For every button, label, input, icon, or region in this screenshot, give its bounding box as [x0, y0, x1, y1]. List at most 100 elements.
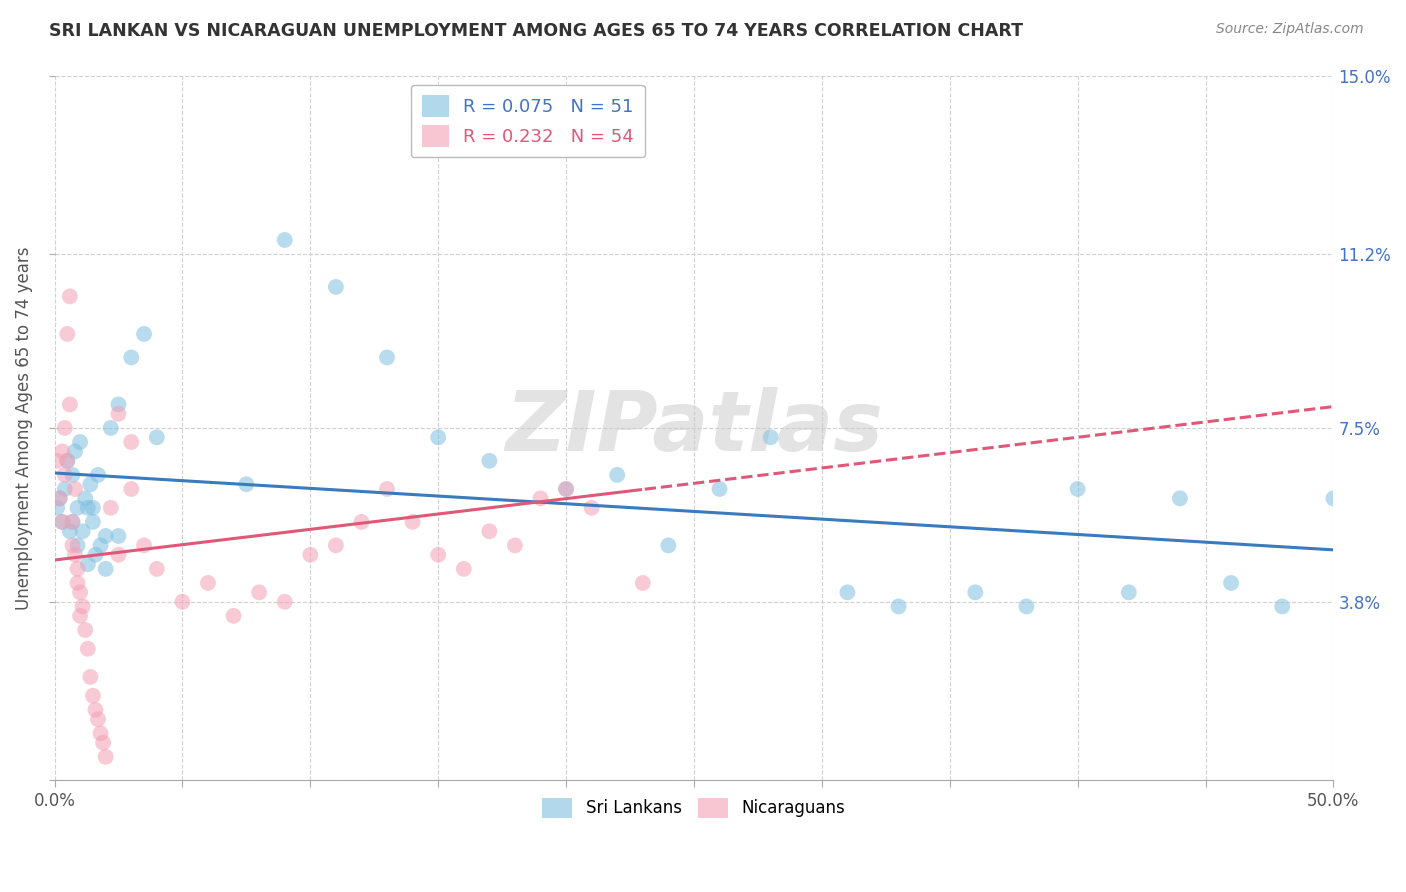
Point [82, 689, 104, 703]
Point [197, 576, 219, 591]
Point [63, 548, 86, 562]
Point [84, 703, 107, 717]
Point [375, 482, 398, 496]
Point [48, 491, 70, 506]
Point [66, 576, 89, 591]
Point [76, 641, 98, 656]
Point [59, 524, 82, 539]
Point [453, 562, 475, 576]
Point [325, 538, 347, 552]
Point [1015, 599, 1038, 614]
Point [555, 482, 578, 496]
Point [427, 548, 450, 562]
Point [146, 562, 169, 576]
Point [887, 599, 910, 614]
Y-axis label: Unemployment Among Ages 65 to 74 years: Unemployment Among Ages 65 to 74 years [15, 246, 32, 609]
Point [837, 585, 859, 599]
Point [132, 326, 155, 341]
Point [87, 712, 110, 726]
Point [90, 726, 112, 740]
Point [107, 397, 129, 411]
Point [62, 515, 84, 529]
Point [1118, 585, 1140, 599]
Point [48, 491, 70, 506]
Point [581, 500, 603, 515]
Point [66, 500, 89, 515]
Point [100, 500, 122, 515]
Point [76, 500, 98, 515]
Point [657, 538, 679, 552]
Point [59, 397, 82, 411]
Point [69, 608, 91, 623]
Point [94, 529, 117, 543]
Point [299, 548, 322, 562]
Point [53, 467, 76, 482]
Point [503, 538, 526, 552]
Point [79, 670, 101, 684]
Text: Source: ZipAtlas.com: Source: ZipAtlas.com [1216, 22, 1364, 37]
Point [274, 233, 297, 247]
Point [59, 289, 82, 303]
Point [63, 444, 86, 458]
Point [1168, 491, 1191, 506]
Point [56, 454, 79, 468]
Point [72, 524, 94, 539]
Point [87, 467, 110, 482]
Point [91, 736, 114, 750]
Point [120, 351, 142, 365]
Point [555, 482, 578, 496]
Point [1322, 491, 1344, 506]
Point [235, 477, 257, 491]
Point [631, 576, 654, 591]
Point [1066, 482, 1088, 496]
Point [107, 407, 129, 421]
Point [94, 562, 117, 576]
Point [53, 421, 76, 435]
Point [51, 444, 73, 458]
Point [66, 562, 89, 576]
Point [46, 454, 69, 468]
Point [759, 430, 782, 444]
Point [69, 435, 91, 450]
Point [965, 585, 987, 599]
Point [82, 515, 104, 529]
Point [94, 749, 117, 764]
Point [606, 125, 628, 139]
Point [247, 585, 270, 599]
Point [1220, 576, 1243, 591]
Point [350, 515, 373, 529]
Point [72, 599, 94, 614]
Point [172, 595, 194, 609]
Point [427, 430, 450, 444]
Point [76, 557, 98, 571]
Point [107, 529, 129, 543]
Point [62, 515, 84, 529]
Point [325, 280, 347, 294]
Point [100, 421, 122, 435]
Text: SRI LANKAN VS NICARAGUAN UNEMPLOYMENT AMONG AGES 65 TO 74 YEARS CORRELATION CHAR: SRI LANKAN VS NICARAGUAN UNEMPLOYMENT AM… [49, 22, 1024, 40]
Point [1271, 599, 1294, 614]
Point [709, 482, 731, 496]
Point [56, 454, 79, 468]
Point [90, 538, 112, 552]
Point [120, 482, 142, 496]
Point [53, 482, 76, 496]
Point [120, 435, 142, 450]
Point [274, 595, 297, 609]
Point [63, 482, 86, 496]
Point [132, 538, 155, 552]
Legend: Sri Lankans, Nicaraguans: Sri Lankans, Nicaraguans [536, 791, 852, 825]
Point [84, 548, 107, 562]
Point [62, 467, 84, 482]
Point [75, 491, 97, 506]
Point [69, 585, 91, 599]
Point [82, 500, 104, 515]
Point [375, 351, 398, 365]
Point [66, 538, 89, 552]
Point [606, 467, 628, 482]
Point [75, 623, 97, 637]
Point [62, 538, 84, 552]
Point [478, 524, 501, 539]
Point [529, 491, 551, 506]
Point [478, 454, 501, 468]
